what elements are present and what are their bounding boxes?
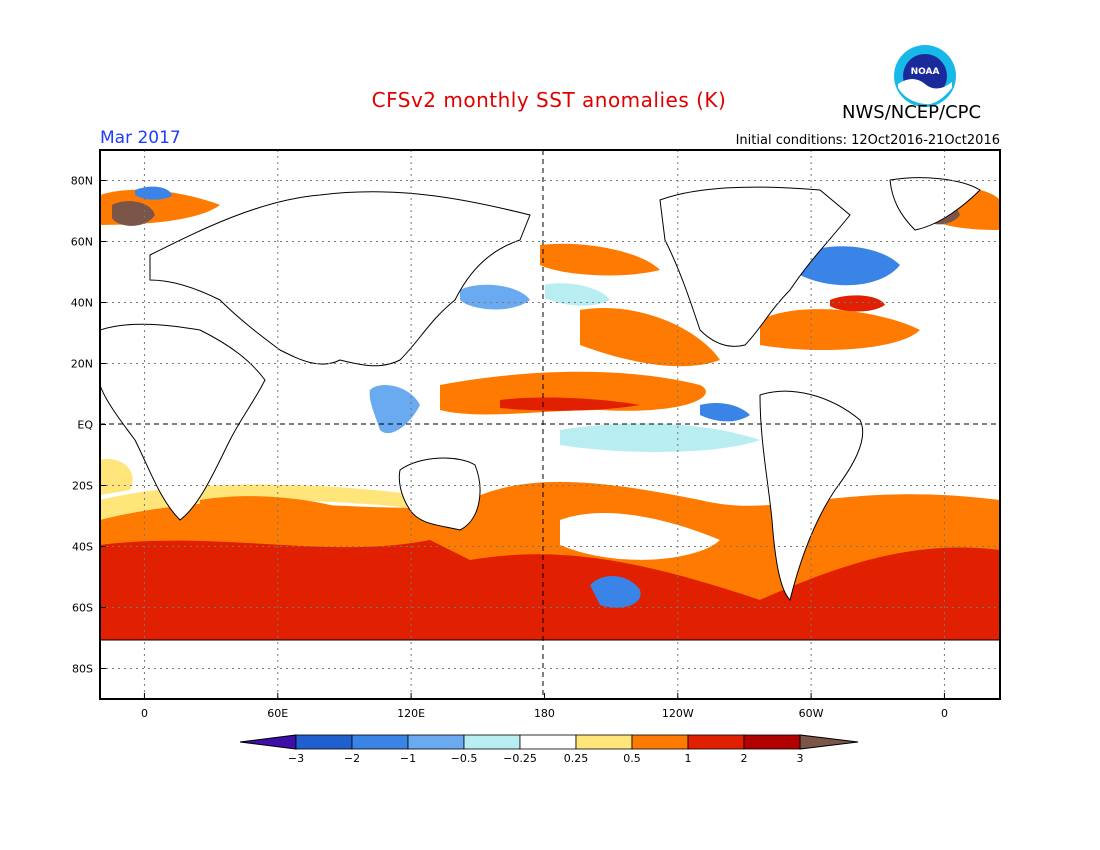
colorbar: −3 −2 −1 −0.5 −0.25 0.25 0.5 1 2 3 [239,734,859,765]
organization-label: NWS/NCEP/CPC [842,102,982,123]
lon-tick-label: 0 [941,707,948,720]
colorbar-label: 1 [685,752,692,765]
initial-conditions: Initial conditions: 12Oct2016-21Oct2016 [735,133,1000,148]
colorbar-label: −2 [344,752,360,765]
colorbar-segment [295,734,353,750]
colorbar-segment [631,734,689,750]
lon-tick-label: 0 [141,707,148,720]
colorbar-segment [575,734,633,750]
colorbar-label: 0.25 [564,752,589,765]
noaa-logo: NOAA [893,44,957,112]
colorbar-segment [687,734,745,750]
colorbar-label: −0.5 [451,752,478,765]
colorbar-label: −0.25 [503,752,537,765]
page-title: CFSv2 monthly SST anomalies (K) [371,88,727,112]
logo-text: NOAA [911,67,940,77]
lat-tick-label: 20N [71,358,93,371]
lat-tick-label: 40S [72,541,93,554]
lat-tick-label: EQ [77,419,93,432]
lat-axis: 80N 60N 40N 20N EQ 20S 40S 60S 80S [71,175,106,676]
lon-tick-label: 180 [534,707,555,720]
lon-tick-label: 60W [799,707,824,720]
colorbar-label: −1 [400,752,416,765]
lon-axis: 0 60E 120E 180 120W 60W 0 [141,693,948,720]
colorbar-min-arrow [239,734,297,750]
colorbar-segment [743,734,801,750]
lat-tick-label: 40N [71,297,93,310]
lon-tick-label: 60E [267,707,288,720]
colorbar-segment [351,734,409,750]
lat-tick-label: 80N [71,175,93,188]
colorbar-label: 3 [797,752,804,765]
colorbar-segment [407,734,465,750]
lat-tick-label: 60S [72,602,93,615]
colorbar-segment [519,734,577,750]
colorbar-label: −3 [288,752,304,765]
lon-tick-label: 120W [662,707,694,720]
colorbar-max-arrow [799,734,859,750]
colorbar-segment [463,734,521,750]
colorbar-label: 0.5 [623,752,641,765]
colorbar-label: 2 [741,752,748,765]
forecast-month: Mar 2017 [100,128,181,148]
lon-tick-label: 120E [397,707,425,720]
lat-tick-label: 60N [71,236,93,249]
continents [100,177,1000,699]
graticule [100,150,1000,699]
lat-tick-label: 20S [72,480,93,493]
lat-tick-label: 80S [72,663,93,676]
